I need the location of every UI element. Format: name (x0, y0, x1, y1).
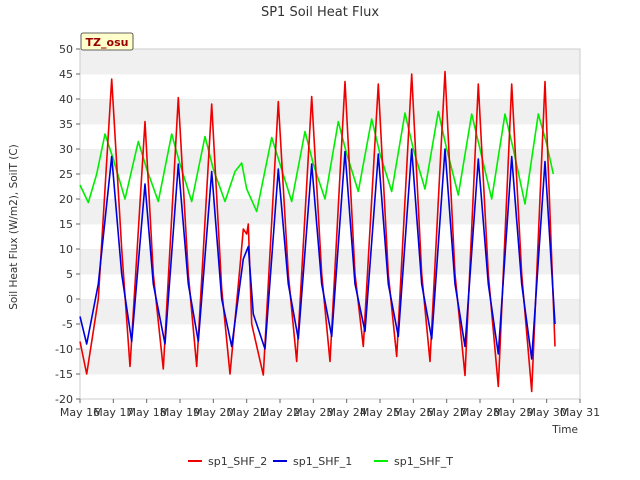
grid-band (80, 249, 580, 274)
y-tick-label: 40 (59, 93, 73, 106)
y-tick-label: 5 (66, 268, 73, 281)
y-axis-ticks: -20 -15 -10 -5 0 5 10 15 20 25 30 35 40 45 50 (55, 43, 80, 406)
legend: sp1_SHF_2 sp1_SHF_1 sp1_SHF_T (188, 455, 453, 468)
x-tick-label: May 17 (93, 406, 133, 419)
y-tick-label: 30 (59, 143, 73, 156)
x-tick-label: May 16 (60, 406, 100, 419)
x-tick-label: May 30 (527, 406, 567, 419)
x-tick-label: May 27 (427, 406, 467, 419)
y-tick-label: 20 (59, 193, 73, 206)
y-tick-label: -5 (62, 318, 73, 331)
x-tick-label: May 25 (360, 406, 400, 419)
grid-band (80, 99, 580, 124)
grid-band (80, 224, 580, 249)
tz-badge-label: TZ_osu (86, 36, 129, 49)
y-tick-label: 15 (59, 218, 73, 231)
grid-band (80, 374, 580, 399)
grid-band (80, 199, 580, 224)
grid-band (80, 274, 580, 299)
y-tick-label: -15 (55, 368, 73, 381)
y-tick-label: 35 (59, 118, 73, 131)
y-axis-label: Soil Heat Flux (W/m2), SoilT (C) (8, 144, 20, 310)
x-tick-label: May 31 (560, 406, 600, 419)
legend-label: sp1_SHF_1 (293, 455, 352, 468)
legend-label: sp1_SHF_T (394, 455, 453, 468)
y-tick-label: 10 (59, 243, 73, 256)
x-tick-label: May 26 (393, 406, 433, 419)
chart-title: SP1 Soil Heat Flux (261, 5, 379, 20)
series-line-sp1_SHF_1 (79, 148, 556, 360)
x-tick-label: May 29 (493, 406, 533, 419)
x-tick-label: May 24 (327, 406, 367, 419)
series-lines (79, 70, 556, 393)
tz-badge: TZ_osu (80, 32, 134, 51)
grid-band (80, 74, 580, 99)
x-tick-label: May 23 (293, 406, 333, 419)
x-tick-label: May 18 (127, 406, 167, 419)
grid-band (80, 299, 580, 324)
legend-label: sp1_SHF_2 (208, 455, 267, 468)
x-tick-label: May 20 (193, 406, 233, 419)
grid-band (80, 124, 580, 149)
y-tick-label: 25 (59, 168, 73, 181)
x-tick-label: May 19 (160, 406, 200, 419)
x-axis-label: Time (551, 424, 578, 436)
y-tick-label: 50 (59, 43, 73, 56)
grid-band (80, 174, 580, 199)
x-tick-label: May 21 (227, 406, 267, 419)
y-tick-label: -10 (55, 343, 73, 356)
y-tick-label: 45 (59, 68, 73, 81)
x-tick-label: May 22 (260, 406, 300, 419)
grid-band (80, 49, 580, 74)
y-tick-label: -20 (55, 393, 73, 406)
y-tick-label: 0 (66, 293, 73, 306)
x-tick-label: May 28 (460, 406, 500, 419)
